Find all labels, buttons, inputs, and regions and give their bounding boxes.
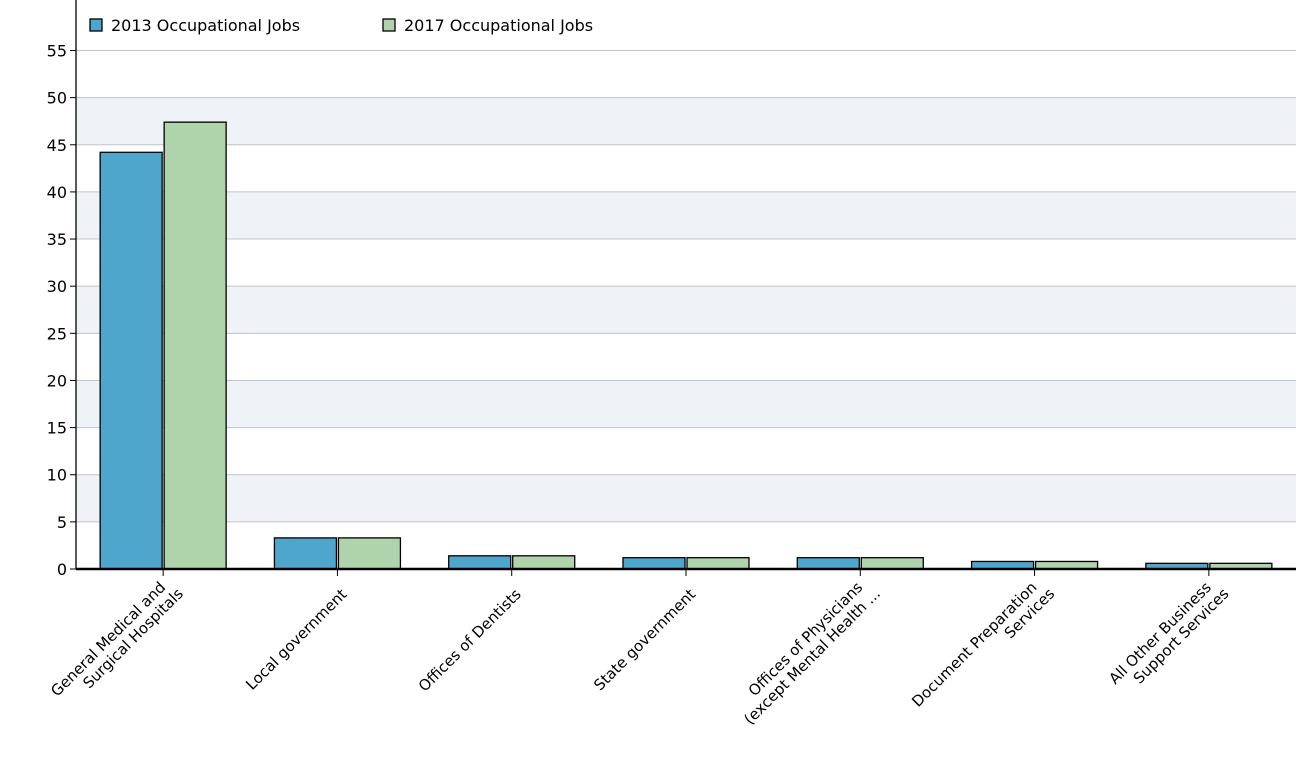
x-category-label: General Medical andSurgical Hospitals bbox=[47, 572, 187, 712]
legend: 2013 Occupational Jobs 2017 Occupational … bbox=[89, 16, 593, 35]
legend-label: 2017 Occupational Jobs bbox=[404, 16, 593, 35]
y-tick-label: 50 bbox=[47, 89, 67, 108]
x-category-label: Document PreparationServices bbox=[908, 572, 1058, 722]
x-category-label-line: State government bbox=[590, 585, 699, 694]
plot-band bbox=[76, 8, 1296, 51]
plot-band bbox=[76, 427, 1296, 475]
x-category-label-line: Document Preparation bbox=[908, 578, 1040, 710]
plot-band bbox=[76, 239, 1296, 287]
bar bbox=[796, 557, 860, 570]
bar bbox=[622, 557, 686, 570]
x-category-label: Offices of Dentists bbox=[415, 585, 525, 695]
bar bbox=[448, 555, 512, 570]
plot-band bbox=[76, 191, 1296, 240]
x-category-label: State government bbox=[590, 585, 699, 694]
y-tick-label: 0 bbox=[57, 560, 67, 579]
plot-band bbox=[76, 97, 1296, 145]
plot-background-bands bbox=[76, 8, 1296, 569]
x-category-label: Offices of Physicians(except Mental Heal… bbox=[728, 573, 884, 729]
y-tick-label: 55 bbox=[47, 42, 67, 61]
legend-swatch bbox=[382, 18, 396, 32]
y-tick-label: 10 bbox=[47, 466, 67, 485]
x-category-label-line: Offices of Physicians bbox=[745, 578, 867, 700]
y-tick-label: 5 bbox=[57, 513, 67, 532]
y-tick-label: 35 bbox=[47, 230, 67, 249]
bar bbox=[337, 537, 402, 570]
x-category-label-line: All Other Business bbox=[1105, 578, 1215, 688]
y-axis-tick-labels: 0 5 10 15 20 25 30 35 40 45 50 55 bbox=[47, 42, 67, 580]
y-tick-label: 45 bbox=[47, 136, 67, 155]
x-category-label: All Other BusinessSupport Services bbox=[1105, 572, 1232, 699]
plot-band bbox=[76, 50, 1296, 98]
legend-swatch bbox=[89, 18, 103, 32]
plot-band bbox=[76, 333, 1296, 381]
plot-band bbox=[76, 380, 1296, 428]
legend-label: 2013 Occupational Jobs bbox=[111, 16, 300, 35]
y-tick-label: 15 bbox=[47, 419, 67, 438]
y-tick-label: 25 bbox=[47, 324, 67, 343]
plot-band bbox=[76, 286, 1296, 334]
x-category-label-line: General Medical and bbox=[47, 578, 169, 700]
bar bbox=[512, 555, 576, 570]
gridlines bbox=[76, 50, 1296, 523]
x-category-label: Local government bbox=[242, 585, 350, 693]
bar bbox=[163, 121, 227, 570]
plot-band bbox=[76, 521, 1296, 569]
axes bbox=[70, 0, 1296, 576]
x-axis-category-labels: General Medical andSurgical Hospitals Loc… bbox=[47, 572, 1232, 729]
bars bbox=[99, 121, 1273, 570]
bar bbox=[273, 537, 338, 570]
bar bbox=[686, 557, 750, 570]
x-category-label-line: Offices of Dentists bbox=[415, 585, 525, 695]
x-category-label-line: (except Mental Health ... bbox=[740, 585, 884, 729]
plot-band bbox=[76, 144, 1296, 192]
bar bbox=[99, 151, 163, 570]
y-tick-label: 20 bbox=[47, 371, 67, 390]
y-tick-label: 40 bbox=[47, 183, 67, 202]
plot-band bbox=[76, 474, 1296, 522]
bar bbox=[860, 557, 924, 570]
y-tick-label: 30 bbox=[47, 277, 67, 296]
x-category-label-line: Local government bbox=[242, 585, 350, 693]
